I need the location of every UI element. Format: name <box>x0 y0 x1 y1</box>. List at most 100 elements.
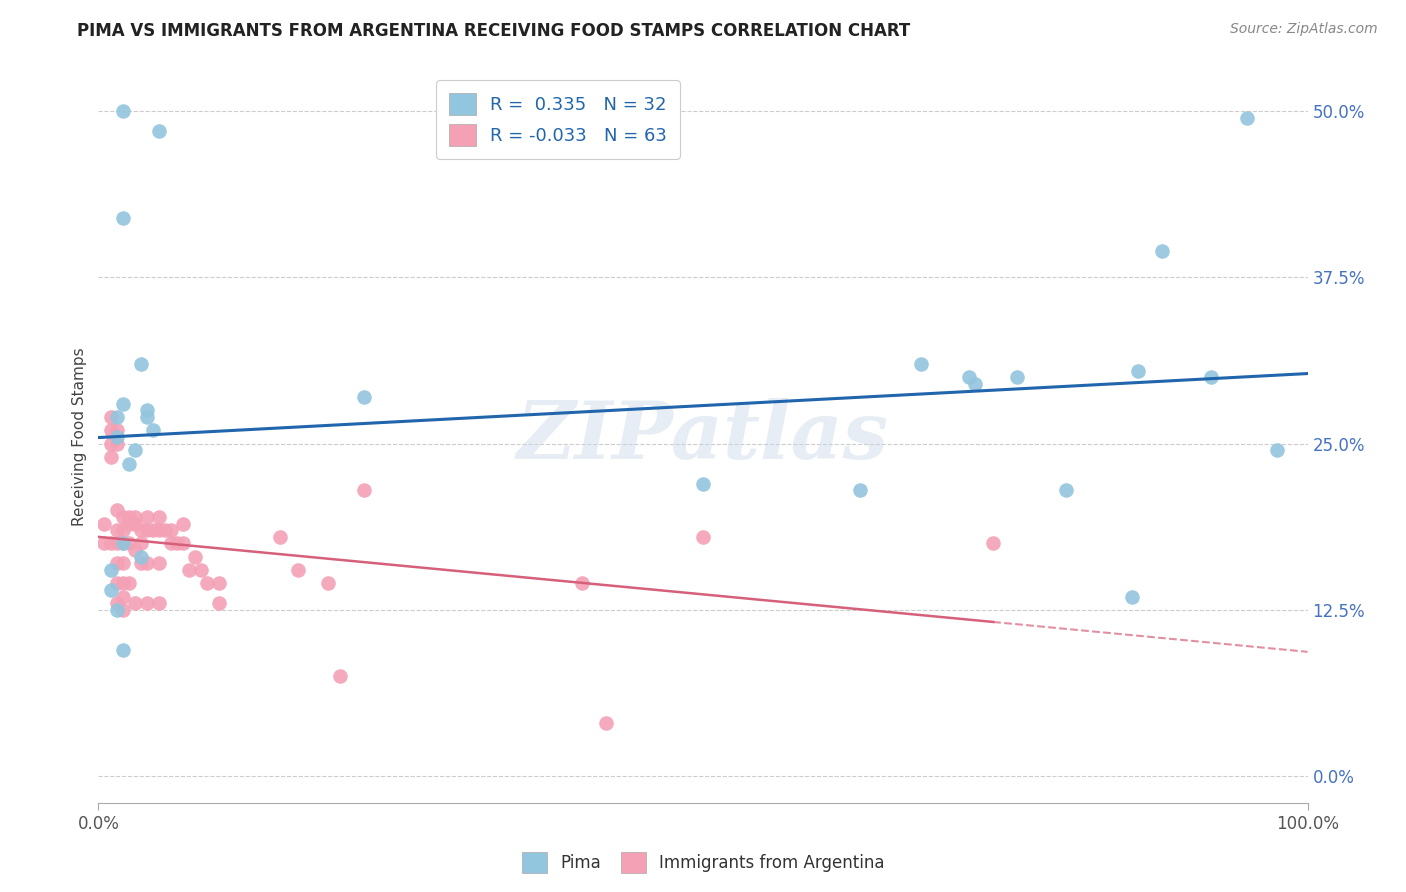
Point <box>111 603 134 617</box>
Point <box>129 549 152 564</box>
Point <box>1054 483 1077 498</box>
Point <box>269 530 291 544</box>
Point <box>1128 363 1150 377</box>
Point <box>353 390 375 404</box>
Point <box>129 557 152 571</box>
Point <box>148 557 170 571</box>
Point <box>129 536 152 550</box>
Point <box>118 536 141 550</box>
Point <box>910 357 932 371</box>
Point <box>135 557 157 571</box>
Point <box>100 582 122 597</box>
Point <box>124 509 146 524</box>
Point <box>142 424 165 438</box>
Point <box>105 557 128 571</box>
Point <box>160 523 183 537</box>
Point <box>105 536 128 550</box>
Point <box>135 596 157 610</box>
Point <box>135 403 157 417</box>
Point <box>1267 443 1289 458</box>
Point <box>129 357 152 371</box>
Point <box>124 516 146 531</box>
Point <box>135 509 157 524</box>
Point <box>111 523 134 537</box>
Point <box>195 576 218 591</box>
Legend: R =  0.335   N = 32, R = -0.033   N = 63: R = 0.335 N = 32, R = -0.033 N = 63 <box>436 80 679 159</box>
Point <box>100 563 122 577</box>
Point <box>129 523 152 537</box>
Legend: Pima, Immigrants from Argentina: Pima, Immigrants from Argentina <box>515 846 891 880</box>
Point <box>105 436 128 450</box>
Point <box>111 576 134 591</box>
Point <box>208 596 231 610</box>
Point <box>111 557 134 571</box>
Point <box>190 563 212 577</box>
Point <box>1007 370 1029 384</box>
Point <box>124 443 146 458</box>
Point <box>111 590 134 604</box>
Point <box>100 410 122 425</box>
Point <box>105 576 128 591</box>
Point <box>353 483 375 498</box>
Point <box>105 503 128 517</box>
Point <box>100 436 122 450</box>
Point <box>135 523 157 537</box>
Point <box>1236 111 1258 125</box>
Point <box>957 370 980 384</box>
Point <box>100 424 122 438</box>
Point <box>118 509 141 524</box>
Point <box>148 124 170 138</box>
Point <box>849 483 872 498</box>
Point <box>111 104 134 119</box>
Point <box>105 430 128 444</box>
Point <box>111 643 134 657</box>
Point <box>111 397 134 411</box>
Point <box>118 576 141 591</box>
Point <box>1199 370 1222 384</box>
Text: PIMA VS IMMIGRANTS FROM ARGENTINA RECEIVING FOOD STAMPS CORRELATION CHART: PIMA VS IMMIGRANTS FROM ARGENTINA RECEIV… <box>77 22 911 40</box>
Point <box>111 536 134 550</box>
Point <box>124 543 146 558</box>
Point <box>118 457 141 471</box>
Point <box>965 376 987 391</box>
Point <box>105 603 128 617</box>
Point <box>153 523 176 537</box>
Point <box>172 516 194 531</box>
Point <box>118 516 141 531</box>
Point <box>692 476 714 491</box>
Point <box>208 576 231 591</box>
Point <box>111 211 134 225</box>
Point <box>135 410 157 425</box>
Point <box>142 523 165 537</box>
Text: Source: ZipAtlas.com: Source: ZipAtlas.com <box>1230 22 1378 37</box>
Point <box>111 536 134 550</box>
Point <box>316 576 339 591</box>
Point <box>93 536 115 550</box>
Point <box>105 424 128 438</box>
Point <box>692 530 714 544</box>
Point <box>329 669 352 683</box>
Text: ZIPatlas: ZIPatlas <box>517 399 889 475</box>
Point <box>105 596 128 610</box>
Point <box>148 523 170 537</box>
Point <box>111 509 134 524</box>
Point <box>105 410 128 425</box>
Point <box>595 716 617 731</box>
Point <box>105 523 128 537</box>
Point <box>287 563 309 577</box>
Point <box>981 536 1004 550</box>
Point <box>1152 244 1174 258</box>
Point <box>148 509 170 524</box>
Point <box>124 596 146 610</box>
Point <box>166 536 188 550</box>
Point <box>184 549 207 564</box>
Point <box>571 576 593 591</box>
Point <box>1121 590 1143 604</box>
Point <box>93 516 115 531</box>
Point <box>179 563 201 577</box>
Point <box>172 536 194 550</box>
Y-axis label: Receiving Food Stamps: Receiving Food Stamps <box>72 348 87 526</box>
Point <box>148 596 170 610</box>
Point <box>160 536 183 550</box>
Point <box>100 450 122 464</box>
